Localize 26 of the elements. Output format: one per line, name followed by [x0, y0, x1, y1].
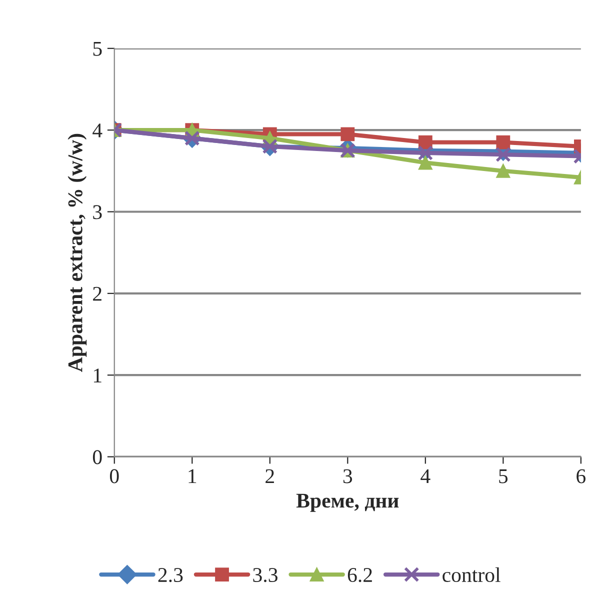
- point: [496, 135, 510, 150]
- x-tick-label: 3: [343, 469, 352, 484]
- x-axis-title: Време, дни: [296, 494, 399, 512]
- y-axis-title: Apparent extract, % (w/w): [68, 134, 87, 372]
- x-tick-label: 2: [266, 469, 274, 484]
- y-tick-label: 3: [93, 205, 102, 220]
- point: [340, 127, 355, 142]
- x-tick-label: 1: [188, 469, 196, 484]
- x-tick-label: 4: [420, 469, 430, 484]
- x-tick-label: 6: [576, 469, 586, 484]
- y-tick-label: 4: [92, 124, 102, 138]
- y-tick-label: 1: [94, 368, 102, 382]
- y-tick-label: 0: [92, 450, 102, 464]
- point: [496, 164, 510, 178]
- legend-label: 2.3: [158, 568, 183, 582]
- y-tick-label: 2: [93, 286, 102, 301]
- legend-label: 3.3: [253, 568, 278, 582]
- point: [496, 146, 511, 162]
- legend-label: 6.2: [348, 568, 372, 582]
- x-tick-label: 0: [110, 469, 119, 484]
- x-tick-label: 5: [499, 469, 508, 484]
- point: [418, 135, 432, 150]
- legend-label: control: [442, 567, 500, 582]
- point: [418, 156, 432, 170]
- y-tick-label: 5: [93, 42, 102, 56]
- point: [418, 145, 434, 161]
